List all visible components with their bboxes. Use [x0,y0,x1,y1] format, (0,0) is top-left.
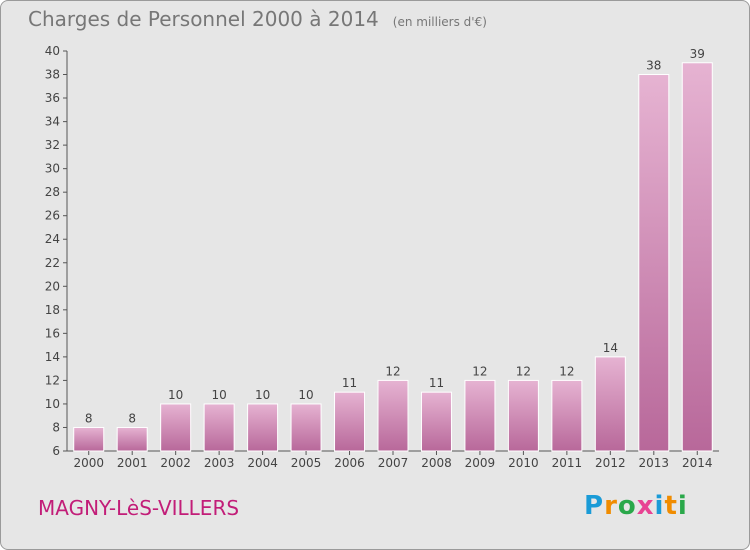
x-tick-label: 2010 [508,456,539,470]
proxiti-logo: Proxiti [584,491,688,521]
y-tick-label: 32 [45,138,60,152]
bar [73,426,105,452]
bar [290,403,322,452]
chart-title: Charges de Personnel 2000 à 2014 (en mill… [28,7,487,31]
y-tick-label: 24 [45,232,60,246]
y-tick-label: 12 [45,373,60,387]
y-tick-label: 20 [45,279,60,293]
bar-value-label: 10 [168,388,183,402]
y-tick-label: 18 [45,303,60,317]
bar-value-label: 8 [128,411,136,425]
y-tick-label: 8 [52,420,60,434]
y-tick-label: 10 [45,397,60,411]
y-tick-label: 6 [52,444,60,458]
bar-value-label: 38 [646,59,661,73]
x-tick-label: 2009 [465,456,496,470]
y-tick-label: 26 [45,209,60,223]
bar [551,379,583,452]
y-tick-label: 40 [45,44,60,58]
bar [334,391,366,452]
x-tick-label: 2001 [117,456,148,470]
y-tick-label: 28 [45,185,60,199]
x-tick-label: 2003 [204,456,235,470]
bar-value-label: 12 [472,364,487,378]
bar [203,403,235,452]
bar [681,62,713,452]
chart-title-text: Charges de Personnel 2000 à 2014 [28,7,379,31]
x-tick-label: 2006 [334,456,365,470]
logo-letter: i [654,491,665,521]
y-tick-label: 34 [45,115,60,129]
bar [377,379,409,452]
bar [594,356,626,452]
bar [420,391,452,452]
town-name: MAGNY-LèS-VILLERS [38,496,240,520]
logo-letter: i [677,491,688,521]
bar [507,379,539,452]
x-tick-label: 2000 [73,456,104,470]
logo-letter: r [604,491,618,521]
x-tick-label: 2013 [639,456,670,470]
y-tick-label: 14 [45,350,60,364]
chart-subtitle: (en milliers d'€) [392,15,487,29]
bar-value-label: 12 [559,364,574,378]
x-tick-label: 2002 [160,456,191,470]
x-tick-label: 2014 [682,456,713,470]
y-tick-label: 22 [45,256,60,270]
bar-value-label: 12 [385,364,400,378]
logo-letter: o [617,491,637,521]
logo-letter: t [664,491,678,521]
bar-value-label: 39 [690,47,705,61]
bar-value-label: 11 [342,376,357,390]
logo-letter: P [584,491,605,521]
bar-value-label: 10 [211,388,226,402]
bar-value-label: 12 [516,364,531,378]
x-tick-label: 2005 [291,456,322,470]
x-tick-label: 2004 [247,456,278,470]
x-tick-label: 2007 [378,456,409,470]
y-tick-label: 38 [45,68,60,82]
y-tick-label: 30 [45,162,60,176]
x-tick-label: 2011 [552,456,583,470]
bar [638,74,670,452]
bar-value-label: 11 [429,376,444,390]
bar [464,379,496,452]
bar-value-label: 10 [298,388,313,402]
bar [160,403,192,452]
bar-value-label: 10 [255,388,270,402]
bar-value-label: 8 [85,411,93,425]
y-tick-label: 36 [45,91,60,105]
bar [116,426,148,452]
x-tick-label: 2008 [421,456,452,470]
y-tick-label: 16 [45,326,60,340]
logo-letter: x [636,491,655,521]
bar [247,403,279,452]
bar-value-label: 14 [603,341,618,355]
x-tick-label: 2012 [595,456,626,470]
